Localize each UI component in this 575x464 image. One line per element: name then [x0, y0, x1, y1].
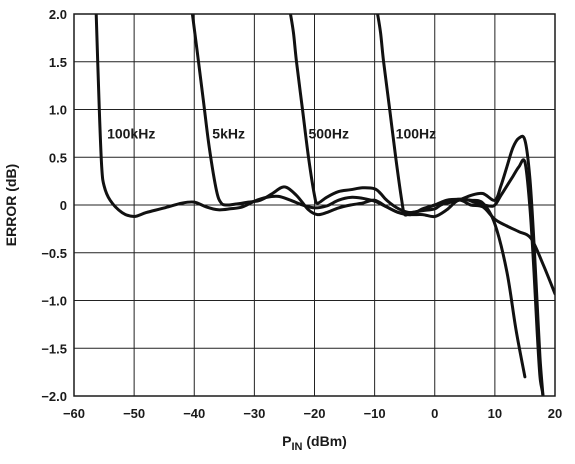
- x-tick-label: 10: [488, 406, 502, 421]
- x-tick-label: −50: [123, 406, 145, 421]
- series-line-500hz: [289, 14, 545, 396]
- y-tick-label: 1.5: [49, 55, 67, 70]
- y-tick-label: 0: [60, 198, 67, 213]
- x-tick-label: 20: [548, 406, 562, 421]
- y-tick-label: −1.5: [41, 341, 67, 356]
- y-tick-labels: 2.0 1.5 1.0 0.5 0 −0.5 −1.0 −1.5 −2.0: [41, 7, 67, 404]
- plot-frame: [73, 13, 556, 397]
- series-line-100khz: [94, 14, 555, 296]
- y-tick-label: −1.0: [41, 294, 67, 309]
- y-tick-label: −2.0: [41, 389, 67, 404]
- x-tick-label: −10: [364, 406, 386, 421]
- curve-annotation: 100kHz: [107, 125, 155, 141]
- x-axis-label: PIN (dBm): [282, 433, 347, 453]
- x-tick-label: −60: [63, 406, 85, 421]
- y-tick-label: 0.5: [49, 150, 67, 165]
- x-axis-label-subscript: IN: [292, 441, 303, 453]
- x-tick-label: −40: [183, 406, 205, 421]
- y-tick-label: 1.0: [49, 103, 67, 118]
- y-axis-label: ERROR (dB): [3, 164, 19, 246]
- curve-annotation: 500Hz: [308, 125, 348, 141]
- y-tick-label: −0.5: [41, 246, 67, 261]
- x-tick-labels: −60 −50 −40 −30 −20 −10 0 10 20: [63, 406, 562, 421]
- y-tick-label: 2.0: [49, 7, 67, 22]
- curve-annotation: 100Hz: [396, 125, 436, 141]
- x-tick-label: −20: [303, 406, 325, 421]
- series-layer: [94, 14, 555, 396]
- curve-annotations: 100kHz 5kHz 500Hz 100Hz: [107, 125, 436, 141]
- curve-annotation: 5kHz: [212, 125, 245, 141]
- series-line-100hz: [376, 14, 545, 396]
- x-tick-label: −30: [243, 406, 265, 421]
- x-tick-label: 0: [431, 406, 438, 421]
